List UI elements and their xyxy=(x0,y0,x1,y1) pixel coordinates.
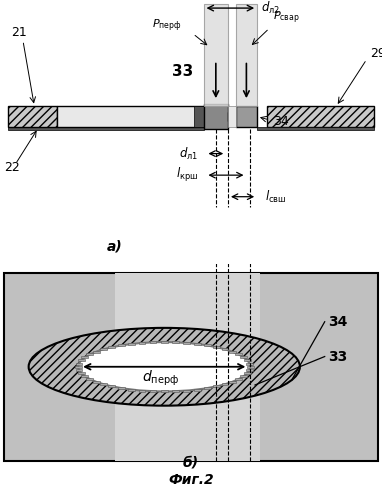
Bar xyxy=(229,381,236,383)
Text: $l_{\text{свш}}$: $l_{\text{свш}}$ xyxy=(265,189,286,205)
Text: $d_{\text{перф}}$: $d_{\text{перф}}$ xyxy=(142,369,179,388)
Bar xyxy=(194,106,204,127)
Bar xyxy=(108,346,115,348)
Bar xyxy=(139,342,146,344)
Bar xyxy=(81,356,88,358)
Bar xyxy=(8,127,204,130)
Bar xyxy=(204,344,211,346)
Bar xyxy=(246,363,253,365)
Bar xyxy=(204,387,211,389)
Text: 21: 21 xyxy=(11,26,27,39)
Bar xyxy=(78,372,85,374)
Bar xyxy=(128,343,135,345)
Text: 29: 29 xyxy=(371,47,382,60)
Bar xyxy=(118,387,125,389)
Bar xyxy=(92,351,99,353)
Text: Фиг.2: Фиг.2 xyxy=(168,473,214,487)
Bar xyxy=(76,363,83,365)
Bar xyxy=(229,351,236,353)
Bar xyxy=(204,104,228,129)
Text: 33: 33 xyxy=(172,64,193,79)
Bar xyxy=(244,359,251,361)
Bar xyxy=(183,342,190,344)
Bar xyxy=(8,106,57,127)
Text: $d_{\text{л2}}$: $d_{\text{л2}}$ xyxy=(261,0,280,16)
Bar xyxy=(86,378,93,380)
Bar xyxy=(161,341,168,343)
Bar xyxy=(172,390,179,392)
Bar xyxy=(81,375,88,377)
Bar xyxy=(57,106,204,127)
Text: 22: 22 xyxy=(4,161,19,174)
Bar xyxy=(100,383,107,385)
Bar xyxy=(172,341,179,343)
Text: 33: 33 xyxy=(329,349,348,364)
Ellipse shape xyxy=(78,342,250,391)
Bar xyxy=(257,127,374,130)
Bar xyxy=(78,359,85,361)
Text: а): а) xyxy=(107,240,123,253)
Bar xyxy=(183,390,190,392)
Bar xyxy=(228,112,246,121)
Bar xyxy=(76,369,83,371)
Bar xyxy=(213,346,220,348)
Bar xyxy=(161,390,168,392)
Bar xyxy=(244,372,251,374)
Bar xyxy=(222,383,228,385)
Bar xyxy=(204,4,228,106)
Bar xyxy=(75,366,82,368)
Bar xyxy=(267,106,374,127)
Text: $d_{\text{л1}}$: $d_{\text{л1}}$ xyxy=(179,146,198,162)
Text: б): б) xyxy=(183,455,199,469)
Bar xyxy=(247,366,254,368)
Bar xyxy=(118,344,125,346)
Bar xyxy=(228,106,236,127)
Bar xyxy=(139,390,146,392)
Text: $P_{\text{перф}}$: $P_{\text{перф}}$ xyxy=(152,17,181,34)
Text: $l_{\text{крш}}$: $l_{\text{крш}}$ xyxy=(176,166,198,184)
Bar xyxy=(236,106,257,127)
Bar xyxy=(213,385,220,387)
Bar xyxy=(236,4,257,106)
Text: $P_{\text{свар}}$: $P_{\text{свар}}$ xyxy=(273,9,300,26)
Text: 34: 34 xyxy=(273,115,289,128)
Bar xyxy=(100,348,107,350)
Bar xyxy=(150,390,157,392)
Bar xyxy=(240,356,247,358)
Bar xyxy=(86,353,93,355)
Bar xyxy=(108,385,115,387)
Bar xyxy=(246,369,253,371)
Bar xyxy=(240,375,247,377)
Ellipse shape xyxy=(29,328,300,406)
Bar xyxy=(194,389,201,391)
Bar xyxy=(194,343,201,345)
Bar xyxy=(128,389,135,391)
Bar xyxy=(150,341,157,343)
Bar xyxy=(222,348,228,350)
Bar xyxy=(235,378,242,380)
Bar xyxy=(235,353,242,355)
Text: 34: 34 xyxy=(329,315,348,329)
Bar xyxy=(92,381,99,383)
Bar xyxy=(115,272,260,461)
